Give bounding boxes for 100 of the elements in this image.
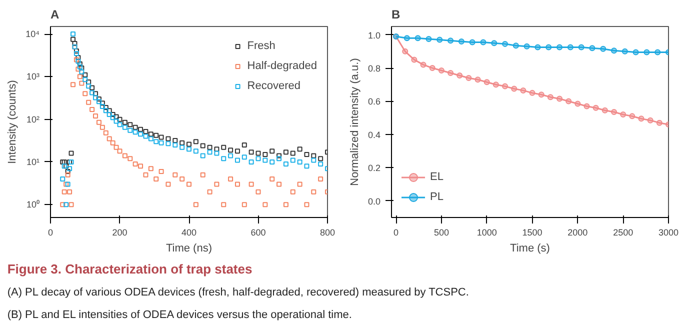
point: [448, 70, 454, 76]
x-tick-label: 1500: [522, 228, 542, 238]
point: [114, 118, 119, 124]
point: [592, 104, 599, 111]
point: [420, 62, 426, 68]
point: [132, 130, 138, 135]
point: [90, 90, 95, 96]
point: [86, 100, 92, 105]
x-tick-label: 2500: [613, 228, 634, 238]
point: [166, 136, 171, 142]
point: [86, 84, 92, 89]
point: [70, 36, 76, 42]
point: [186, 146, 192, 152]
point: [90, 85, 95, 90]
point: [524, 43, 530, 50]
point: [180, 176, 185, 182]
point: [200, 172, 206, 178]
point: [103, 130, 108, 136]
point: [456, 72, 463, 78]
point: [72, 40, 78, 46]
point: [620, 112, 626, 118]
point: [148, 166, 154, 172]
point: [77, 61, 82, 66]
y-tick-label: 10²: [26, 114, 40, 124]
point: [103, 104, 108, 110]
point: [611, 48, 618, 54]
y-tick-label: 10⁴: [26, 29, 40, 40]
point: [502, 83, 508, 90]
point: [520, 87, 526, 94]
point: [221, 156, 226, 162]
point: [186, 142, 192, 147]
point: [60, 202, 66, 208]
x-tick-label: 200: [112, 228, 128, 238]
text: (B) PL and EL intensities of ODEA devices versus the operational time.: [7, 309, 352, 322]
point: [402, 48, 408, 54]
point: [276, 156, 282, 162]
point: [114, 114, 119, 120]
point: [534, 44, 541, 50]
point: [77, 74, 82, 80]
point: [138, 164, 144, 169]
point: [110, 115, 116, 120]
x-tick-label: 600: [250, 228, 266, 238]
y-tick-label: 10³: [26, 72, 40, 82]
point: [106, 112, 112, 117]
y-axis-title: Intensity (counts): [6, 80, 19, 164]
point: [74, 48, 79, 54]
point: [556, 44, 563, 50]
point: [529, 90, 536, 96]
point: [632, 49, 639, 56]
point: [207, 150, 212, 155]
point: [411, 56, 418, 63]
point: [74, 50, 79, 56]
point: [60, 176, 66, 182]
point: [214, 182, 220, 187]
point: [193, 148, 198, 154]
point: [311, 158, 316, 163]
point: [502, 40, 508, 47]
chart-title: A: [50, 8, 60, 22]
point: [256, 150, 261, 156]
y-tick-label: 0.6: [368, 96, 381, 107]
point: [512, 42, 519, 49]
point: [166, 182, 171, 187]
point: [70, 82, 76, 88]
point: [117, 116, 122, 122]
point: [65, 168, 70, 174]
point: [96, 120, 102, 125]
point: [148, 132, 154, 137]
point: [100, 100, 105, 106]
point: [318, 156, 324, 162]
point: [132, 124, 138, 130]
point: [647, 117, 654, 124]
point: [276, 182, 282, 187]
y-tick-label: 10¹: [26, 156, 40, 167]
point: [414, 35, 421, 42]
point: [228, 148, 234, 153]
point: [283, 161, 288, 166]
point: [270, 159, 275, 164]
point: [578, 44, 584, 50]
point: [103, 108, 108, 114]
legend-label: PL: [430, 190, 444, 204]
point: [172, 142, 178, 148]
point: [138, 126, 144, 132]
point: [629, 113, 636, 120]
legend-label: Fresh: [247, 39, 276, 53]
point: [262, 152, 268, 157]
point: [64, 202, 69, 208]
point: [404, 35, 410, 42]
point: [547, 94, 554, 100]
point: [200, 143, 206, 148]
chart-title: B: [392, 8, 400, 22]
point: [65, 172, 70, 178]
point: [492, 82, 499, 88]
point: [466, 74, 472, 81]
y-tick-label: 1.0: [368, 30, 381, 40]
point: [270, 148, 275, 154]
point: [154, 132, 159, 138]
point: [138, 132, 144, 137]
point: [611, 109, 618, 116]
point: [448, 38, 454, 44]
point: [207, 189, 212, 194]
